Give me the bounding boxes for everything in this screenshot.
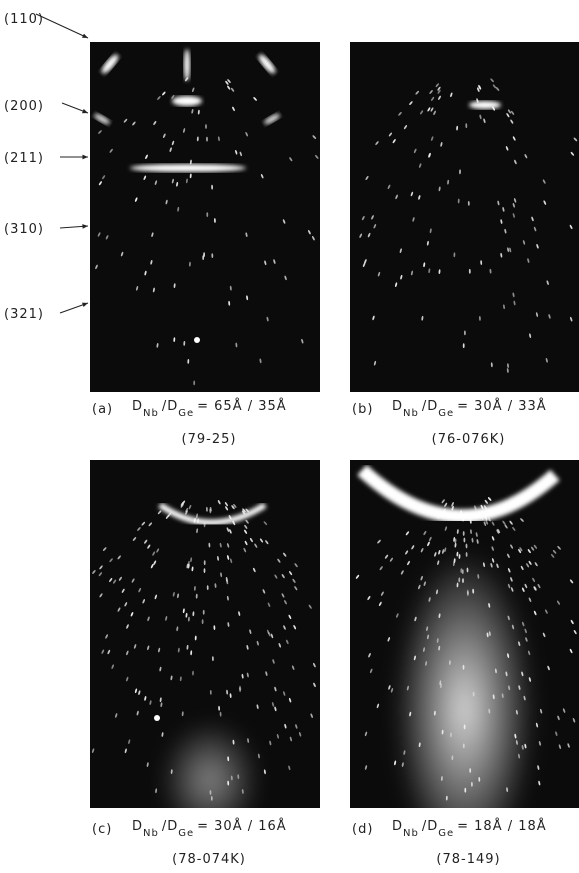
divider-subscript: Ge	[438, 408, 454, 419]
reflection-arc	[130, 164, 246, 172]
spot	[154, 715, 160, 721]
divider: /D	[422, 399, 438, 414]
symbol-subscript: Nb	[143, 828, 159, 839]
diffraction-spot	[204, 560, 206, 565]
divider: /D	[162, 399, 178, 414]
divider: /D	[162, 819, 178, 834]
diffraction-spot	[463, 343, 465, 348]
panel-letter: (d)	[352, 822, 373, 837]
arrow-head	[82, 303, 88, 307]
symbol-subscript: Nb	[403, 828, 419, 839]
plane-label: (110)	[4, 12, 44, 27]
reflection-arc	[184, 49, 190, 81]
diffraction-spot	[463, 743, 465, 748]
arrow-head	[82, 109, 88, 113]
pattern-background	[90, 42, 320, 392]
diffraction-spot	[464, 330, 466, 335]
ratio: = 30Å / 33Å	[457, 398, 547, 414]
divider-subscript: Ge	[178, 828, 194, 839]
diffraction-pattern	[350, 460, 579, 869]
reflection-arc	[469, 101, 501, 109]
panel-caption: DNb/DGe= 65Å / 35Å	[132, 398, 287, 419]
diffraction-spot	[464, 725, 466, 730]
plane-label: (200)	[4, 99, 44, 114]
symbol-subscript: Nb	[403, 408, 419, 419]
panel-letter: (c)	[92, 822, 112, 837]
symbol: D	[392, 399, 403, 414]
arrow-head	[82, 155, 88, 160]
plane-label: (321)	[4, 307, 44, 322]
symbol: D	[132, 399, 143, 414]
divider-subscript: Ge	[178, 408, 194, 419]
symbol-subscript: Nb	[143, 408, 159, 419]
diffraction-spot	[463, 538, 465, 543]
page: {"planes": ["(110)", "(200)", "(211)", "…	[0, 0, 579, 869]
sample-id: (79-25)	[182, 432, 237, 447]
panel-letter: (b)	[352, 402, 373, 417]
ratio: = 30Å / 16Å	[197, 818, 287, 834]
diffraction-pattern	[90, 460, 320, 840]
pattern-background	[350, 42, 579, 392]
sample-id: (76-076K)	[432, 432, 506, 447]
spot	[194, 337, 200, 343]
sample-id: (78-074K)	[172, 852, 246, 867]
divider-subscript: Ge	[438, 828, 454, 839]
symbol: D	[132, 819, 143, 834]
ratio: = 65Å / 35Å	[197, 398, 287, 414]
plane-label: (310)	[4, 222, 44, 237]
reflection-arc	[172, 96, 202, 106]
panel-letter: (a)	[92, 402, 113, 417]
ratio: = 18Å / 18Å	[457, 818, 547, 834]
plane-label: (211)	[4, 151, 44, 166]
arrow-head	[82, 224, 88, 229]
panel-caption: DNb/DGe= 30Å / 33Å	[392, 398, 547, 419]
divider: /D	[422, 819, 438, 834]
diffraction-pattern	[90, 42, 320, 392]
diffraction-spot	[464, 788, 466, 793]
sample-id: (78-149)	[436, 852, 500, 867]
diffraction-pattern	[350, 42, 579, 392]
figure: (110)(200)(211)(310)(321)(a)DNb/DGe= 65Å…	[0, 0, 579, 869]
symbol: D	[392, 819, 403, 834]
